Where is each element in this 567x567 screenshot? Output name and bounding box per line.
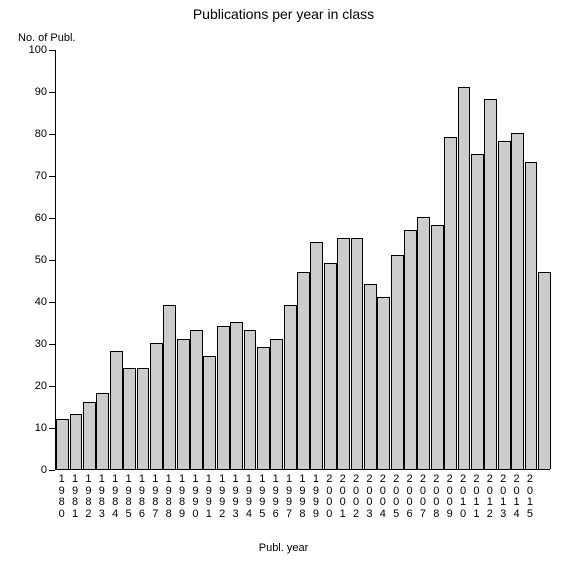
bar <box>377 297 390 469</box>
x-tick-label: 1 9 9 8 <box>296 474 309 529</box>
y-tick-label: 10 <box>17 422 47 434</box>
x-tick-label: 2 0 0 0 <box>323 474 336 529</box>
bar <box>525 162 538 469</box>
bar <box>137 368 150 469</box>
x-tick-label: 1 9 9 3 <box>229 474 242 529</box>
x-tick-label: 2 0 1 4 <box>510 474 523 529</box>
bar <box>230 322 243 469</box>
x-tick-label: 2 0 1 2 <box>483 474 496 529</box>
bar <box>270 339 283 469</box>
bar <box>284 305 297 469</box>
bar <box>431 225 444 469</box>
x-tick-label: 2 0 1 3 <box>496 474 509 529</box>
y-tick <box>49 302 55 303</box>
bar <box>244 330 257 469</box>
x-axis-label: Publ. year <box>0 542 567 554</box>
y-tick <box>49 134 55 135</box>
bar <box>444 137 457 469</box>
x-tick-label: 2 0 1 0 <box>456 474 469 529</box>
x-tick-label: 2 0 1 5 <box>523 474 536 529</box>
x-tick-label: 1 9 8 5 <box>122 474 135 529</box>
bar <box>110 351 123 469</box>
x-tick-label: 2 0 0 9 <box>443 474 456 529</box>
y-tick <box>49 176 55 177</box>
y-tick-label: 50 <box>17 254 47 266</box>
bar <box>324 263 337 469</box>
bar <box>404 230 417 469</box>
x-tick-label: 1 9 8 0 <box>55 474 68 529</box>
bar <box>511 133 524 469</box>
x-tick-label: 2 0 0 5 <box>389 474 402 529</box>
bar <box>471 154 484 469</box>
bar <box>538 272 551 469</box>
bar <box>203 356 216 469</box>
x-tick-label: 1 9 9 1 <box>202 474 215 529</box>
x-tick-label: 1 9 8 7 <box>149 474 162 529</box>
y-tick-label: 70 <box>17 170 47 182</box>
y-tick <box>49 386 55 387</box>
x-tick-label: 2 0 0 3 <box>363 474 376 529</box>
x-tick-label: 2 0 0 4 <box>376 474 389 529</box>
bar <box>297 272 310 469</box>
y-tick-label: 40 <box>17 296 47 308</box>
bar <box>217 326 230 469</box>
bar <box>190 330 203 469</box>
plot-area <box>55 50 550 470</box>
x-tick-label: 1 9 9 4 <box>242 474 255 529</box>
y-tick <box>49 218 55 219</box>
x-tick-label: 1 9 8 1 <box>68 474 81 529</box>
x-tick-label: 1 9 9 0 <box>189 474 202 529</box>
x-tick-label: 1 9 8 3 <box>95 474 108 529</box>
x-tick-label: 1 9 8 8 <box>162 474 175 529</box>
y-tick-label: 100 <box>17 44 47 56</box>
bar <box>391 255 404 469</box>
bar <box>364 284 377 469</box>
bar <box>498 141 511 469</box>
bar <box>150 343 163 469</box>
x-tick-label: 2 0 0 2 <box>349 474 362 529</box>
bar <box>163 305 176 469</box>
y-tick <box>49 470 55 471</box>
y-tick <box>49 428 55 429</box>
bar <box>310 242 323 469</box>
bar <box>96 393 109 469</box>
bar <box>458 87 471 469</box>
y-tick <box>49 344 55 345</box>
x-tick-label: 1 9 8 9 <box>175 474 188 529</box>
x-tick-label: 1 9 9 6 <box>269 474 282 529</box>
x-tick-label: 2 0 0 7 <box>416 474 429 529</box>
x-tick-label: 2 0 1 1 <box>470 474 483 529</box>
y-tick-label: 90 <box>17 86 47 98</box>
bar <box>123 368 136 469</box>
bar <box>177 339 190 469</box>
x-tick-label: 1 9 9 7 <box>282 474 295 529</box>
y-tick <box>49 50 55 51</box>
bar <box>83 402 96 469</box>
y-tick-label: 30 <box>17 338 47 350</box>
x-tick-label: 2 0 0 1 <box>336 474 349 529</box>
y-axis-label: No. of Publ. <box>18 32 75 44</box>
x-tick-label: 1 9 9 9 <box>309 474 322 529</box>
x-tick-label: 1 9 8 2 <box>82 474 95 529</box>
bar <box>70 414 83 469</box>
y-tick-label: 0 <box>17 464 47 476</box>
x-tick-label: 2 0 0 6 <box>403 474 416 529</box>
bar <box>484 99 497 469</box>
bar <box>351 238 364 469</box>
y-tick <box>49 92 55 93</box>
y-tick-label: 20 <box>17 380 47 392</box>
x-tick-label: 2 0 0 8 <box>430 474 443 529</box>
bar <box>56 419 69 469</box>
bar <box>337 238 350 469</box>
bar <box>417 217 430 469</box>
x-tick-label: 1 9 9 5 <box>256 474 269 529</box>
x-tick-label: 1 9 8 4 <box>109 474 122 529</box>
bar <box>257 347 270 469</box>
x-tick-label: 1 9 9 2 <box>216 474 229 529</box>
y-tick-label: 80 <box>17 128 47 140</box>
chart-title: Publications per year in class <box>0 6 567 22</box>
y-tick-label: 60 <box>17 212 47 224</box>
x-tick-label: 1 9 8 6 <box>135 474 148 529</box>
y-tick <box>49 260 55 261</box>
